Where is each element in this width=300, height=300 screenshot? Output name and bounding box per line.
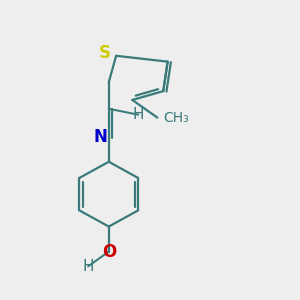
Text: S: S xyxy=(99,44,111,62)
Text: O: O xyxy=(102,243,116,261)
Text: H: H xyxy=(82,259,94,274)
Text: CH₃: CH₃ xyxy=(163,111,189,124)
Text: N: N xyxy=(93,128,107,146)
Text: H: H xyxy=(133,107,144,122)
